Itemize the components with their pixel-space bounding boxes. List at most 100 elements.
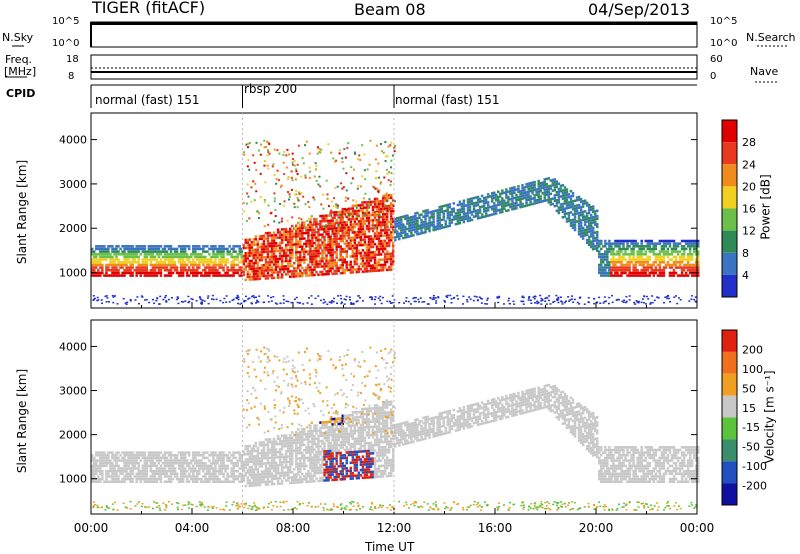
power-cell: [297, 264, 300, 267]
velocity-cell: [206, 464, 209, 468]
power-cell: [430, 223, 433, 227]
velocity-cell: [252, 455, 256, 458]
power-cell: [367, 230, 371, 233]
power-cell: [225, 301, 228, 303]
velocity-cell: [141, 477, 144, 481]
velocity-cell: [171, 464, 175, 468]
power-cell: [513, 204, 516, 208]
power-cell: [343, 237, 346, 240]
velocity-cell: [264, 475, 268, 478]
power-cell: [101, 253, 104, 256]
power-cell: [173, 255, 177, 259]
power-cell: [585, 238, 589, 242]
power-cell: [616, 269, 619, 272]
velocity-cell: [101, 464, 104, 468]
power-cell: [270, 250, 274, 253]
power-cell: [383, 228, 387, 232]
power-cell: [649, 303, 652, 305]
power-cell: [474, 212, 478, 215]
power-cell: [105, 250, 108, 253]
power-cell: [295, 251, 298, 254]
velocity-cell: [242, 461, 245, 464]
power-cell: [167, 274, 171, 277]
power-cell: [466, 209, 470, 212]
power-cell: [561, 303, 564, 305]
power-cell: [384, 141, 387, 144]
velocity-cell: [198, 451, 201, 454]
power-cell: [596, 301, 599, 303]
power-cell: [585, 225, 589, 229]
power-cell: [338, 213, 341, 216]
power-cell: [311, 239, 314, 242]
power-cell: [256, 301, 259, 303]
power-cell: [250, 270, 254, 273]
power-cell: [345, 242, 349, 245]
power-cell: [662, 266, 666, 269]
power-cell: [462, 199, 466, 203]
power-cell: [331, 237, 334, 241]
power-cell: [379, 202, 383, 206]
power-cell: [254, 302, 257, 304]
velocity-cell: [264, 470, 268, 473]
power-cell: [258, 253, 262, 257]
power-cell: [393, 150, 396, 153]
power-cell: [383, 266, 387, 269]
velocity-cell: [125, 475, 128, 478]
power-cell: [628, 239, 631, 243]
power-cell: [107, 274, 110, 277]
power-cell: [208, 263, 211, 267]
power-cell: [204, 261, 207, 264]
power-cell: [519, 195, 522, 198]
power-cell: [329, 267, 332, 270]
power-cell: [276, 271, 280, 274]
velocity-cell: [258, 475, 262, 479]
power-cell: [563, 207, 567, 210]
velocity-cell: [282, 445, 286, 448]
velocity-cell: [202, 480, 205, 483]
power-cell: [547, 185, 551, 188]
power-cell: [389, 215, 393, 218]
power-cell: [290, 240, 294, 244]
power-cell: [297, 199, 300, 202]
power-cell: [581, 237, 585, 240]
velocity-cell: [185, 451, 189, 454]
power-cell: [549, 200, 553, 204]
power-cell: [344, 196, 347, 199]
power-cell: [418, 213, 421, 217]
velocity-cell: [109, 464, 112, 468]
power-cell: [117, 253, 120, 256]
power-cell: [658, 271, 662, 275]
power-cell: [694, 253, 698, 256]
power-cell: [202, 245, 205, 248]
power-cell: [492, 204, 496, 208]
power-cell: [196, 258, 199, 261]
power-cell: [173, 263, 177, 267]
power-cell: [194, 269, 197, 272]
power-cell: [349, 255, 353, 258]
power-cell: [390, 159, 393, 162]
power-cell: [95, 255, 98, 259]
velocity-cell: [115, 451, 118, 454]
power-cell: [319, 214, 322, 218]
power-cell: [434, 225, 437, 229]
power-cell: [612, 261, 615, 264]
power-cell: [555, 209, 559, 213]
power-cell: [303, 253, 306, 256]
power-cell: [677, 297, 680, 299]
power-cell: [389, 209, 393, 213]
freq-tick-top: 18: [66, 54, 79, 65]
power-cell: [353, 223, 357, 226]
power-cell: [371, 267, 375, 270]
velocity-cell: [147, 451, 151, 454]
power-cell: [361, 238, 365, 241]
power-cell: [301, 248, 304, 251]
power-cell: [127, 245, 130, 248]
velocity-cell: [183, 456, 187, 460]
power-cell: [697, 263, 700, 267]
power-cell: [408, 227, 411, 230]
power-cell: [553, 178, 557, 181]
power-cell: [622, 242, 625, 245]
power-cell: [321, 214, 324, 218]
power-cell: [533, 186, 536, 189]
power-cell: [426, 222, 429, 225]
